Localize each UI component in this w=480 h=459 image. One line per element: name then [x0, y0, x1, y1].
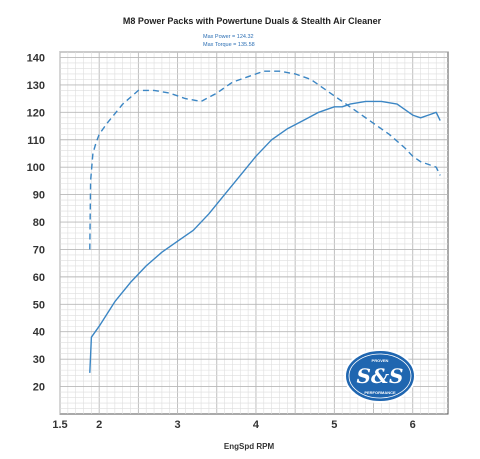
max-torque-annotation: Max Torque = 135.58: [203, 42, 255, 48]
x-tick-labels: 1.5 2 3 4 5 6: [52, 419, 415, 431]
y-tick-label: 90: [33, 190, 45, 202]
y-tick-label: 140: [27, 52, 45, 64]
x-tick-label: 2: [96, 419, 102, 431]
y-tick-label: 100: [27, 162, 45, 174]
y-tick-label: 120: [27, 107, 45, 119]
y-tick-label: 60: [33, 272, 45, 284]
x-tick-label: 6: [410, 419, 416, 431]
series-dashed-line: [89, 70, 441, 250]
max-power-annotation: Max Power = 124.32: [203, 34, 254, 40]
logo-top-arc: PROVEN: [372, 358, 389, 363]
y-tick-labels: 20 30 40 50 60 70 80 90 100 110 120 130 140: [27, 52, 45, 393]
ss-logo: PROVEN S&S PERFORMANCE: [344, 349, 416, 403]
y-tick-label: 70: [33, 244, 45, 256]
logo-main: S&S: [357, 364, 404, 388]
grid-lines: [59, 51, 448, 414]
x-tick-label: 5: [331, 419, 337, 431]
y-tick-label: 50: [33, 299, 45, 311]
series-solid-line: [89, 100, 441, 373]
x-tick-label: 4: [253, 419, 260, 431]
y-tick-label: 130: [27, 80, 45, 92]
logo-bottom-arc: PERFORMANCE: [364, 390, 396, 395]
x-tick-label: 1.5: [52, 419, 67, 431]
y-tick-label: 110: [27, 135, 45, 147]
y-tick-label: 20: [33, 382, 45, 394]
chart-title: M8 Power Packs with Powertune Duals & St…: [123, 16, 382, 26]
x-tick-label: 3: [175, 419, 181, 431]
y-tick-label: 80: [33, 217, 45, 229]
x-axis-label: EngSpd RPM: [224, 442, 275, 451]
y-tick-label: 40: [33, 327, 45, 339]
series-group: [89, 70, 441, 373]
y-tick-label: 30: [33, 354, 45, 366]
